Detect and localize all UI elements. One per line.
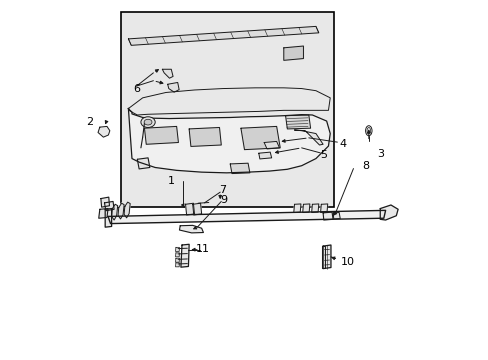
Polygon shape xyxy=(332,212,340,219)
Polygon shape xyxy=(128,26,318,45)
Polygon shape xyxy=(285,115,310,129)
Polygon shape xyxy=(258,152,271,159)
Text: 1: 1 xyxy=(167,176,174,186)
Text: 6: 6 xyxy=(132,84,140,94)
Polygon shape xyxy=(162,69,173,78)
Polygon shape xyxy=(322,246,324,267)
Polygon shape xyxy=(241,126,280,150)
Polygon shape xyxy=(98,126,110,137)
Polygon shape xyxy=(181,244,189,267)
Polygon shape xyxy=(323,245,330,269)
Polygon shape xyxy=(99,208,108,218)
Polygon shape xyxy=(179,225,203,233)
Polygon shape xyxy=(175,253,179,257)
Text: 7: 7 xyxy=(219,185,226,195)
Polygon shape xyxy=(294,130,323,145)
Polygon shape xyxy=(230,163,249,174)
Polygon shape xyxy=(175,263,179,267)
Polygon shape xyxy=(185,203,194,215)
Polygon shape xyxy=(108,210,385,224)
Polygon shape xyxy=(128,88,329,115)
Text: 5: 5 xyxy=(320,150,327,160)
Polygon shape xyxy=(302,204,309,212)
Polygon shape xyxy=(128,109,329,173)
Polygon shape xyxy=(380,205,397,220)
Polygon shape xyxy=(192,203,201,215)
Text: 4: 4 xyxy=(339,139,346,149)
Polygon shape xyxy=(104,202,114,211)
Ellipse shape xyxy=(366,127,370,134)
Ellipse shape xyxy=(144,119,152,125)
Text: 9: 9 xyxy=(220,195,227,205)
Polygon shape xyxy=(175,258,179,262)
Text: 2: 2 xyxy=(86,117,94,127)
Polygon shape xyxy=(293,204,300,212)
Polygon shape xyxy=(105,208,111,227)
Polygon shape xyxy=(137,158,149,169)
Ellipse shape xyxy=(141,117,155,127)
Polygon shape xyxy=(320,204,327,212)
Polygon shape xyxy=(101,197,109,207)
Polygon shape xyxy=(323,212,332,220)
Polygon shape xyxy=(167,82,179,92)
Text: 10: 10 xyxy=(341,257,354,267)
Polygon shape xyxy=(124,202,130,218)
Text: 3: 3 xyxy=(376,149,383,159)
Polygon shape xyxy=(283,46,303,60)
Polygon shape xyxy=(144,126,178,144)
Polygon shape xyxy=(311,204,318,212)
Polygon shape xyxy=(111,204,118,220)
Text: 8: 8 xyxy=(362,161,369,171)
Polygon shape xyxy=(118,203,124,219)
Bar xyxy=(121,12,333,207)
Polygon shape xyxy=(264,141,279,149)
Text: 11: 11 xyxy=(195,244,209,253)
Polygon shape xyxy=(175,248,179,251)
Polygon shape xyxy=(189,127,221,147)
Ellipse shape xyxy=(365,126,371,136)
